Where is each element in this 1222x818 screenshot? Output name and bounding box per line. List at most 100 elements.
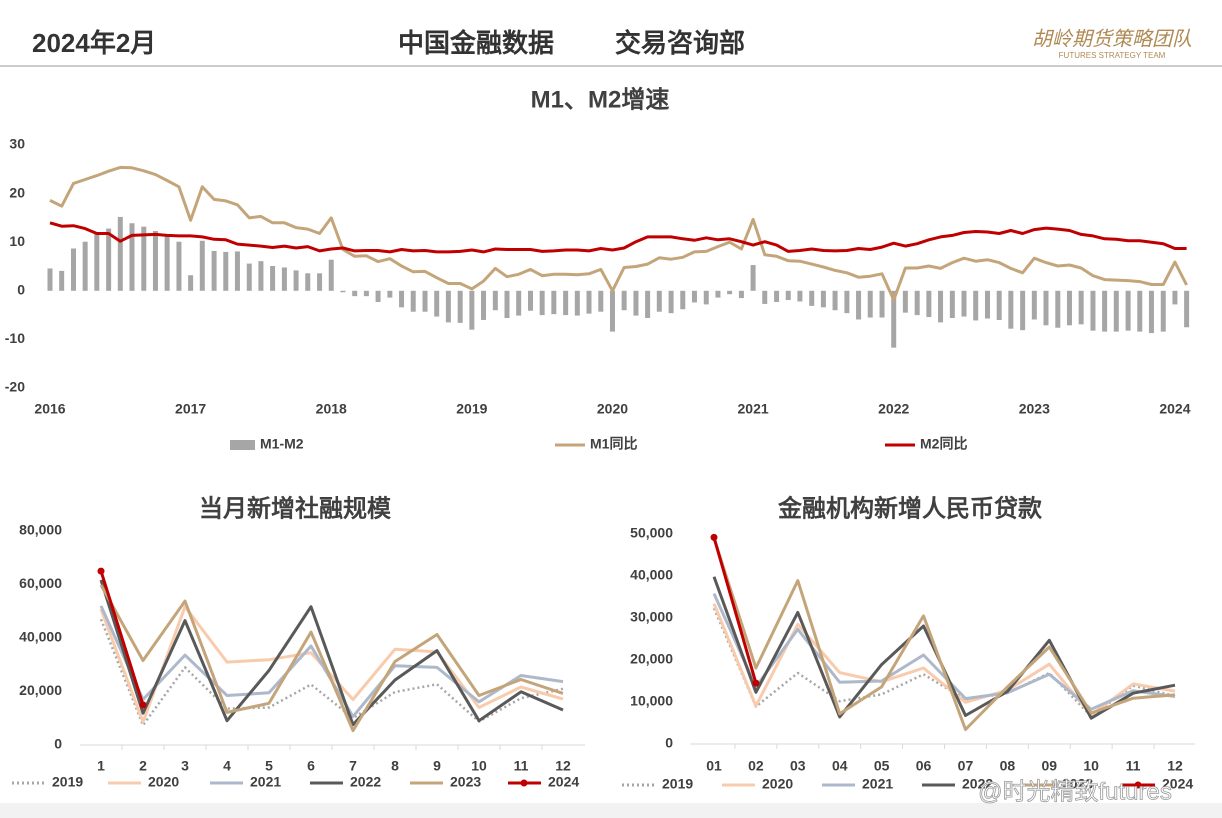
bar [270, 266, 276, 291]
bar [199, 240, 205, 291]
bar [1102, 290, 1108, 332]
bar [141, 226, 147, 291]
bar [340, 290, 346, 293]
bar [949, 290, 955, 319]
bar [1172, 290, 1178, 305]
bar [129, 223, 135, 291]
x-tick-label: 10 [1083, 758, 1099, 774]
x-tick-label: 04 [832, 758, 848, 774]
x-tick-label: 12 [555, 758, 571, 774]
x-tick-label: 6 [307, 758, 315, 774]
y-tick-label: 10 [9, 233, 25, 249]
bar [188, 275, 194, 291]
bar [457, 290, 463, 323]
bar [844, 290, 850, 314]
bar [914, 290, 920, 316]
x-tick-label: 06 [916, 758, 932, 774]
chart-title: 当月新增社融规模 [199, 494, 392, 522]
bar [1137, 290, 1143, 332]
y-tick-label: -20 [5, 379, 25, 395]
bar [586, 290, 592, 314]
bar [211, 250, 217, 291]
bar [516, 290, 522, 316]
bar [434, 290, 440, 317]
bar [867, 290, 873, 318]
y-tick-label: 10,000 [630, 693, 673, 709]
bar [305, 273, 311, 291]
bar [82, 241, 88, 291]
bar [750, 265, 756, 291]
legend-label: 2022 [350, 774, 381, 790]
bar [1148, 290, 1154, 334]
legend-marker [1134, 781, 1142, 789]
bar [633, 290, 639, 316]
bar [164, 235, 170, 291]
bar [481, 290, 487, 320]
bar [902, 290, 908, 313]
x-tick-label: 2 [139, 758, 147, 774]
bar [492, 290, 498, 311]
x-tick-label: 2016 [34, 401, 65, 417]
x-tick-label: 7 [349, 758, 357, 774]
x-tick-label: 05 [874, 758, 890, 774]
department: 交易咨询部 [615, 28, 745, 58]
x-tick-label: 2023 [1019, 401, 1050, 417]
marker [139, 701, 147, 709]
legend-label: 2022 [962, 776, 993, 792]
bar [820, 290, 826, 308]
footer-strip [0, 803, 1222, 818]
y-tick-label: 80,000 [19, 522, 62, 538]
bar [891, 290, 897, 348]
x-tick-label: 08 [1000, 758, 1016, 774]
bar [809, 290, 815, 306]
report-date: 2024年2月 [32, 28, 156, 58]
logo-en: FUTURES STRATEGY TEAM [1059, 51, 1166, 60]
line [712, 537, 1176, 731]
line [712, 603, 1176, 717]
bar [1090, 290, 1096, 331]
x-tick-label: 02 [748, 758, 764, 774]
x-tick-label: 9 [433, 758, 441, 774]
y-tick-label: 20,000 [630, 651, 673, 667]
bar [1031, 290, 1037, 320]
bar [1078, 290, 1084, 325]
legend-marker [520, 779, 528, 787]
x-tick-label: 4 [223, 758, 231, 774]
x-tick-label: 2024 [1159, 401, 1190, 417]
legend-label: 2023 [450, 774, 481, 790]
bar [1055, 290, 1061, 328]
bar [1125, 290, 1131, 331]
bar [422, 290, 428, 312]
marker [710, 533, 718, 541]
x-tick-label: 8 [391, 758, 399, 774]
x-tick-label: 11 [1126, 758, 1141, 774]
x-tick-label: 3 [181, 758, 189, 774]
x-tick-label: 01 [706, 758, 722, 774]
bar [961, 290, 967, 317]
y-tick-label: 20,000 [19, 682, 62, 698]
bar [598, 290, 604, 312]
bar [59, 270, 65, 291]
x-tick-label: 07 [958, 758, 974, 774]
y-tick-label: 40,000 [630, 567, 673, 583]
bar [317, 273, 323, 291]
legend-label: 2023 [1062, 776, 1093, 792]
line [99, 618, 564, 727]
bar [527, 290, 533, 311]
x-tick-label: 03 [790, 758, 806, 774]
bar [445, 290, 451, 323]
bar [621, 290, 627, 311]
bar [609, 290, 615, 332]
bar [563, 290, 569, 316]
legend-swatch [230, 440, 255, 450]
bar [1066, 290, 1072, 326]
x-tick-label: 5 [265, 758, 273, 774]
x-tick-label: 2019 [456, 401, 487, 417]
bar [94, 232, 100, 291]
legend-label: 2021 [250, 774, 281, 790]
legend-label: M1同比 [590, 436, 637, 452]
x-tick-label: 12 [1167, 758, 1183, 774]
bar [1008, 290, 1014, 329]
bar [656, 290, 662, 312]
